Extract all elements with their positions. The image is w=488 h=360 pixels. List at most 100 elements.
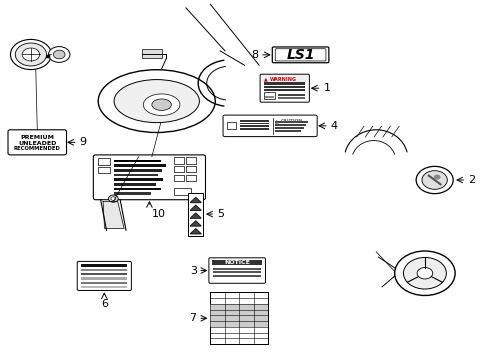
- Bar: [264, 89, 305, 91]
- Bar: [81, 269, 127, 271]
- Circle shape: [15, 43, 46, 66]
- FancyBboxPatch shape: [260, 74, 309, 102]
- Text: ▲: ▲: [264, 76, 267, 81]
- Circle shape: [394, 251, 454, 296]
- Bar: [239, 126, 268, 127]
- Ellipse shape: [98, 70, 215, 132]
- Bar: [212, 260, 262, 265]
- Bar: [81, 282, 127, 284]
- Text: 6: 6: [101, 299, 107, 309]
- Text: WARNING: WARNING: [270, 77, 297, 82]
- Ellipse shape: [152, 99, 171, 111]
- Bar: [264, 82, 305, 85]
- Text: 1: 1: [323, 83, 330, 93]
- Bar: [210, 304, 267, 310]
- FancyBboxPatch shape: [77, 261, 131, 291]
- Text: LS1: LS1: [286, 48, 314, 62]
- Bar: [81, 277, 127, 280]
- Bar: [210, 315, 267, 321]
- Circle shape: [22, 48, 40, 61]
- Text: UNLEADED: UNLEADED: [18, 140, 56, 145]
- FancyBboxPatch shape: [93, 155, 205, 200]
- Polygon shape: [190, 213, 201, 218]
- Bar: [213, 271, 261, 273]
- Bar: [239, 123, 268, 125]
- Ellipse shape: [143, 94, 180, 116]
- Bar: [277, 94, 305, 96]
- Polygon shape: [103, 202, 124, 228]
- Text: ▲: ▲: [275, 118, 278, 123]
- Bar: [114, 188, 160, 190]
- Bar: [210, 310, 267, 315]
- FancyBboxPatch shape: [8, 130, 66, 155]
- Polygon shape: [190, 229, 201, 234]
- Bar: [81, 286, 127, 288]
- Text: 3: 3: [189, 266, 196, 275]
- Bar: [239, 129, 268, 130]
- Bar: [264, 86, 305, 88]
- Circle shape: [48, 46, 70, 62]
- Bar: [186, 157, 196, 164]
- Bar: [210, 292, 267, 344]
- Circle shape: [416, 267, 432, 279]
- FancyBboxPatch shape: [272, 47, 328, 63]
- Bar: [173, 157, 183, 164]
- FancyBboxPatch shape: [208, 258, 265, 283]
- Ellipse shape: [114, 80, 199, 123]
- Text: 5: 5: [216, 209, 223, 219]
- Bar: [173, 166, 183, 172]
- Bar: [114, 183, 156, 186]
- Bar: [210, 321, 267, 327]
- Circle shape: [415, 166, 452, 194]
- Bar: [264, 96, 273, 98]
- Text: NOTICE: NOTICE: [224, 260, 249, 265]
- Bar: [275, 130, 301, 132]
- Text: 10: 10: [152, 209, 165, 219]
- Circle shape: [403, 257, 446, 289]
- Bar: [114, 159, 160, 162]
- Bar: [114, 174, 158, 176]
- Circle shape: [108, 195, 118, 202]
- Bar: [186, 166, 196, 172]
- Text: PREMIUM: PREMIUM: [20, 135, 54, 140]
- Text: 7: 7: [189, 313, 196, 323]
- Bar: [213, 267, 261, 270]
- Bar: [213, 275, 261, 277]
- Circle shape: [53, 50, 65, 59]
- Bar: [114, 169, 162, 172]
- Text: 4: 4: [330, 121, 337, 131]
- Bar: [81, 273, 127, 275]
- Text: 8: 8: [250, 50, 258, 60]
- Bar: [81, 264, 127, 267]
- Bar: [188, 193, 203, 235]
- Bar: [114, 164, 165, 167]
- Circle shape: [10, 40, 51, 69]
- Bar: [275, 124, 305, 126]
- Bar: [239, 120, 268, 122]
- Circle shape: [433, 175, 440, 180]
- Bar: [275, 121, 308, 123]
- Circle shape: [111, 197, 116, 201]
- FancyBboxPatch shape: [223, 115, 317, 136]
- Bar: [277, 97, 305, 99]
- Bar: [114, 192, 151, 195]
- Bar: [173, 175, 183, 181]
- Bar: [227, 122, 236, 130]
- Bar: [186, 175, 196, 181]
- Bar: [275, 127, 303, 129]
- Text: CAUTION: CAUTION: [280, 119, 302, 123]
- Polygon shape: [190, 221, 201, 226]
- Bar: [173, 188, 190, 195]
- Bar: [264, 92, 274, 99]
- FancyBboxPatch shape: [275, 49, 325, 61]
- Polygon shape: [190, 205, 201, 210]
- Polygon shape: [190, 198, 201, 203]
- Bar: [98, 158, 110, 165]
- Bar: [98, 167, 110, 173]
- Text: 2: 2: [467, 175, 474, 185]
- Text: RECOMMENDED: RECOMMENDED: [14, 146, 61, 151]
- Bar: [261, 75, 307, 82]
- Text: 9: 9: [80, 138, 87, 147]
- Bar: [114, 178, 163, 181]
- Circle shape: [421, 171, 447, 189]
